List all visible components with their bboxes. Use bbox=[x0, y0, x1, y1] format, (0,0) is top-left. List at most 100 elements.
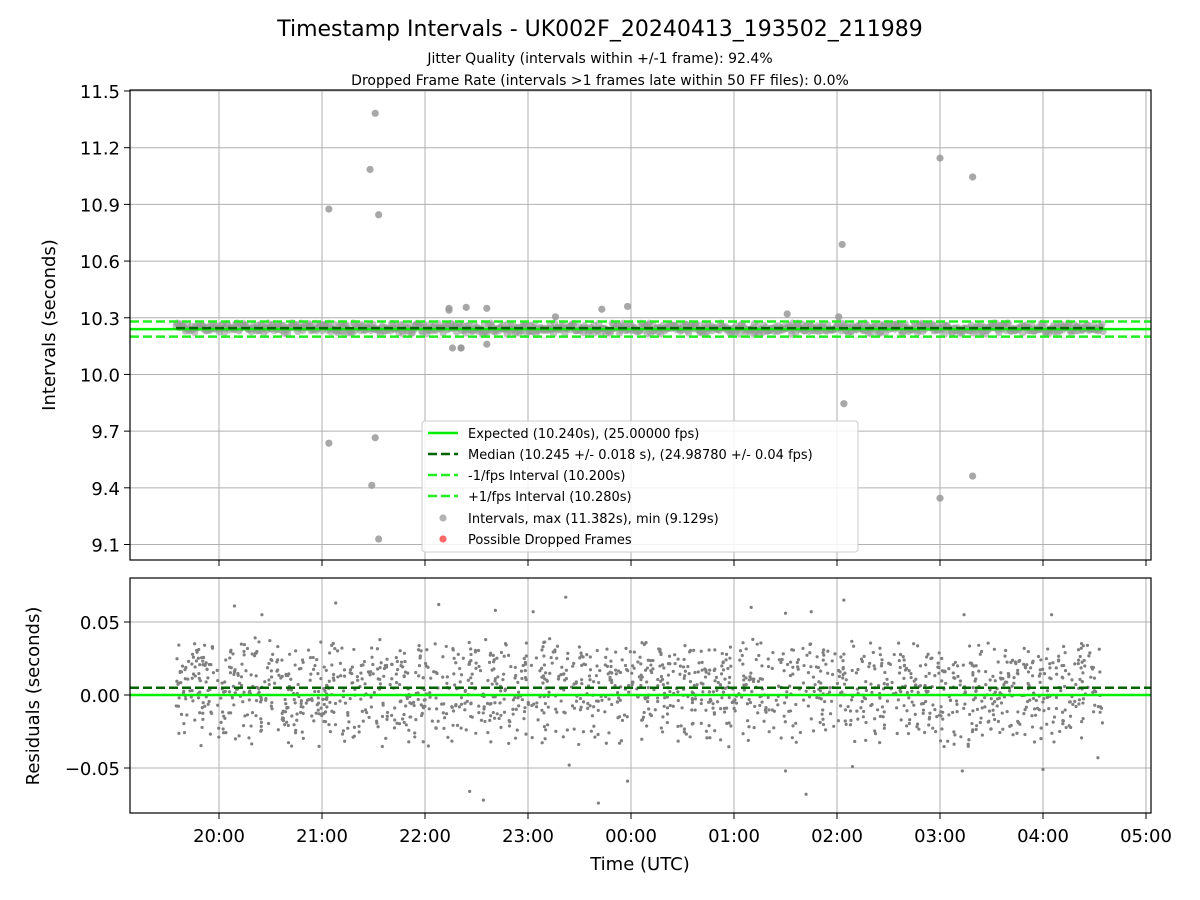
residual-point bbox=[524, 732, 528, 736]
x-tick-label: 00:00 bbox=[605, 826, 657, 847]
residual-point bbox=[936, 661, 940, 665]
residual-point bbox=[744, 676, 748, 680]
residual-outlier-point bbox=[1041, 767, 1045, 772]
residual-point bbox=[227, 690, 232, 694]
residual-point bbox=[333, 723, 338, 727]
residual-point bbox=[357, 724, 361, 728]
residual-point bbox=[913, 712, 917, 717]
residual-point bbox=[293, 701, 297, 705]
residual-point bbox=[974, 689, 978, 694]
residual-point bbox=[299, 710, 303, 715]
residual-point bbox=[413, 731, 417, 735]
residual-point bbox=[999, 671, 1003, 675]
residual-point bbox=[289, 677, 293, 681]
residual-point bbox=[756, 679, 761, 683]
residual-point bbox=[1046, 647, 1050, 651]
residual-point bbox=[335, 649, 340, 653]
residual-point bbox=[423, 661, 428, 666]
residual-point bbox=[873, 717, 877, 721]
intervals-y-axis-label: Intervals (seconds) bbox=[39, 239, 60, 411]
residuals-ytick-label: 0.00 bbox=[80, 686, 120, 707]
residual-point bbox=[1022, 662, 1026, 666]
residual-point bbox=[824, 662, 828, 666]
residual-point bbox=[384, 736, 388, 740]
residual-point bbox=[1022, 646, 1026, 650]
residual-point bbox=[459, 673, 464, 677]
residual-point bbox=[586, 701, 590, 706]
residual-point bbox=[310, 714, 314, 718]
residual-point bbox=[266, 721, 271, 726]
residual-point bbox=[1085, 643, 1090, 647]
residual-point bbox=[659, 674, 664, 679]
residual-point bbox=[1016, 672, 1020, 676]
residual-point bbox=[695, 683, 699, 687]
residual-point bbox=[989, 727, 993, 731]
residual-point bbox=[193, 642, 197, 646]
residual-point bbox=[577, 645, 582, 649]
residual-point bbox=[788, 709, 793, 713]
x-tick-label: 20:00 bbox=[193, 826, 245, 847]
residual-point bbox=[311, 667, 316, 672]
residual-point bbox=[881, 715, 885, 719]
residual-point bbox=[457, 705, 461, 709]
residual-point bbox=[880, 705, 885, 709]
residual-point bbox=[901, 655, 905, 659]
residual-point bbox=[587, 674, 592, 678]
residual-point bbox=[666, 681, 670, 685]
residual-point bbox=[409, 702, 413, 706]
residual-outlier-point bbox=[1049, 613, 1054, 617]
residual-point bbox=[995, 704, 999, 708]
intervals-reference-lines bbox=[130, 320, 1151, 338]
residual-point bbox=[812, 689, 816, 694]
residual-point bbox=[579, 705, 583, 709]
residual-point bbox=[606, 672, 610, 676]
residual-point bbox=[435, 671, 439, 676]
residual-point bbox=[1009, 723, 1013, 727]
residual-point bbox=[1094, 690, 1098, 694]
residual-point bbox=[185, 713, 189, 717]
residual-point bbox=[907, 721, 911, 726]
residual-point bbox=[975, 707, 980, 711]
residual-point bbox=[880, 661, 884, 666]
residual-point bbox=[681, 665, 686, 669]
residual-point bbox=[620, 658, 624, 662]
residual-point bbox=[785, 695, 789, 699]
residual-point bbox=[514, 673, 518, 678]
residual-point bbox=[1051, 661, 1055, 665]
residual-point bbox=[346, 710, 350, 715]
residual-point bbox=[311, 655, 315, 660]
residual-point bbox=[1029, 666, 1033, 670]
residual-point bbox=[956, 674, 960, 679]
residual-point bbox=[883, 670, 887, 675]
residual-point bbox=[1036, 654, 1041, 659]
residual-point bbox=[316, 672, 320, 676]
residual-point bbox=[429, 676, 433, 680]
residuals-reference-lines bbox=[130, 686, 1151, 697]
residual-point bbox=[352, 647, 356, 652]
residual-point bbox=[477, 711, 481, 715]
residual-point bbox=[631, 664, 635, 668]
residual-point bbox=[931, 726, 935, 730]
residual-point bbox=[306, 648, 311, 652]
residual-point bbox=[1037, 674, 1041, 678]
residual-point bbox=[651, 667, 655, 671]
residual-point bbox=[885, 677, 889, 681]
residual-point bbox=[811, 675, 816, 679]
residual-point bbox=[660, 730, 665, 734]
residual-point bbox=[802, 698, 806, 702]
residual-point bbox=[855, 709, 859, 713]
residual-point bbox=[228, 656, 232, 660]
residual-point bbox=[369, 705, 374, 709]
residual-point bbox=[592, 705, 596, 709]
residual-point bbox=[605, 647, 609, 651]
residual-point bbox=[530, 736, 534, 740]
residual-point bbox=[992, 647, 996, 651]
residual-point bbox=[640, 718, 644, 722]
residual-point bbox=[742, 674, 746, 678]
residual-point bbox=[938, 739, 943, 743]
residual-point bbox=[821, 650, 825, 655]
residual-point bbox=[902, 658, 906, 662]
residual-point bbox=[341, 689, 346, 693]
residual-point bbox=[878, 714, 883, 718]
residual-point bbox=[399, 660, 404, 664]
